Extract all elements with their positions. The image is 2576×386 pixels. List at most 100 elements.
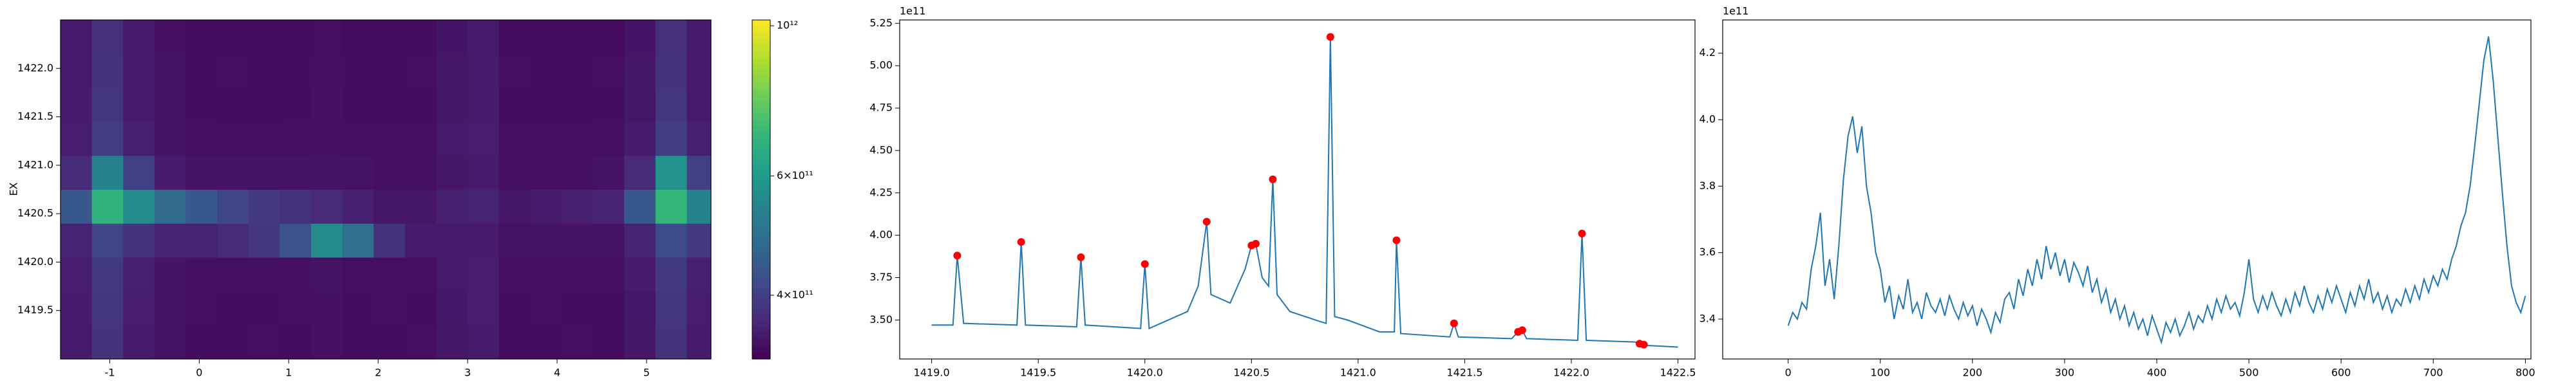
colorbar-step (752, 285, 770, 289)
heatmap-cell (185, 87, 218, 122)
x-tick-label: 500 (2239, 367, 2259, 379)
heatmap-cell (561, 291, 594, 326)
heatmap-cell (404, 223, 437, 258)
colorbar-step (752, 223, 770, 227)
heatmap-cell (655, 325, 687, 360)
heatmap-cell (687, 325, 712, 360)
colorbar-step (752, 206, 770, 210)
colorbar-step (752, 158, 770, 162)
heatmap-cell (185, 189, 218, 224)
colorbar-step (752, 178, 770, 181)
heatmap-cell (687, 223, 712, 258)
heatmap-cell (342, 189, 374, 224)
heatmap-cell (436, 223, 468, 258)
heatmap-cell (687, 20, 712, 55)
colorbar-step (752, 65, 770, 69)
colorbar-step (752, 215, 770, 219)
colorbar-step (752, 198, 770, 201)
colorbar-step (752, 53, 770, 57)
colorbar-step (752, 172, 770, 176)
data-line (1787, 36, 2526, 345)
heatmap-cell (687, 87, 712, 122)
colorbar-step (752, 333, 770, 337)
heatmap-cell (279, 122, 312, 156)
y-tick-label: 5.25 (869, 17, 893, 29)
colorbar-step (752, 187, 770, 190)
heatmap-cell (436, 291, 468, 326)
heatmap-cell (342, 257, 374, 292)
peak-marker (1392, 236, 1401, 244)
heatmap-cell (561, 257, 594, 292)
heatmap-cell (154, 189, 186, 224)
colorbar-step (752, 291, 770, 295)
colorbar-step (752, 257, 770, 261)
x-tick-label: 800 (2515, 367, 2535, 379)
colorbar-step (752, 28, 770, 32)
heatmap-cell (498, 223, 531, 258)
colorbar-tick-label: 10¹² (777, 19, 798, 32)
y-tick-label: 4.25 (869, 186, 893, 198)
heatmap-cell (624, 155, 656, 190)
heatmap-cell (374, 325, 406, 360)
heatmap-cell (248, 155, 280, 190)
heatmap-cell (498, 189, 531, 224)
heatmap-cell (91, 20, 124, 55)
heatmap-cell (561, 20, 594, 55)
heatmap-cell (436, 53, 468, 88)
colorbar-step (752, 232, 770, 235)
heatmap-cell (310, 189, 343, 224)
heatmap-cell (185, 257, 218, 292)
heatmap-cell (217, 189, 249, 224)
heatmap-cell (154, 155, 186, 190)
y-tick-label: 1421.0 (17, 158, 53, 170)
y-tick-label: 3.75 (869, 271, 893, 283)
heatmap-cell (436, 257, 468, 292)
heatmap-cell (248, 291, 280, 326)
colorbar-step (752, 90, 770, 94)
heatmap-cell (655, 155, 687, 190)
heatmap-cell (655, 291, 687, 326)
colorbar-step (752, 62, 770, 66)
heatmap-cell (468, 155, 500, 190)
heatmap-cell (468, 189, 500, 224)
heatmap-cell (123, 87, 155, 122)
peak-marker (1202, 217, 1211, 226)
colorbar-step (752, 98, 770, 102)
x-tick-label: 1421.5 (1446, 367, 1482, 379)
colorbar-step (752, 308, 770, 311)
colorbar-step (752, 313, 770, 317)
heatmap-cell (61, 223, 93, 258)
x-tick-label: 1422.5 (1660, 367, 1696, 379)
y-tick-label: 3.6 (1700, 246, 1716, 258)
heatmap-cell (374, 53, 406, 88)
heatmap-cell (154, 122, 186, 156)
peak-marker (1450, 319, 1458, 327)
heatmap-cell (624, 53, 656, 88)
colorbar-step (752, 220, 770, 224)
heatmap-cell (530, 291, 562, 326)
colorbar-step (752, 325, 770, 329)
heatmap-cell (530, 189, 562, 224)
colorbar-step (752, 169, 770, 173)
x-tick-label: 600 (2331, 367, 2351, 379)
colorbar-step (752, 342, 770, 345)
heatmap-cell (310, 325, 343, 360)
heatmap-cell (61, 87, 93, 122)
heatmap-cell (561, 325, 594, 360)
offset-label: 1e11 (1723, 5, 1748, 17)
heatmap-cell (436, 189, 468, 224)
heatmap-cell (310, 257, 343, 292)
heatmap-cell (279, 189, 312, 224)
heatmap-cell (279, 325, 312, 360)
heatmap-cell (154, 223, 186, 258)
heatmap-cell (374, 122, 406, 156)
heatmap-cell (91, 155, 124, 190)
colorbar-step (752, 110, 770, 114)
x-tick-label: 1420.5 (1233, 367, 1269, 379)
peak-marker (1141, 260, 1149, 268)
colorbar-step (752, 226, 770, 230)
colorbar-step (752, 150, 770, 154)
y-tick-label: 1420.0 (17, 255, 53, 268)
heatmap-cell (374, 189, 406, 224)
